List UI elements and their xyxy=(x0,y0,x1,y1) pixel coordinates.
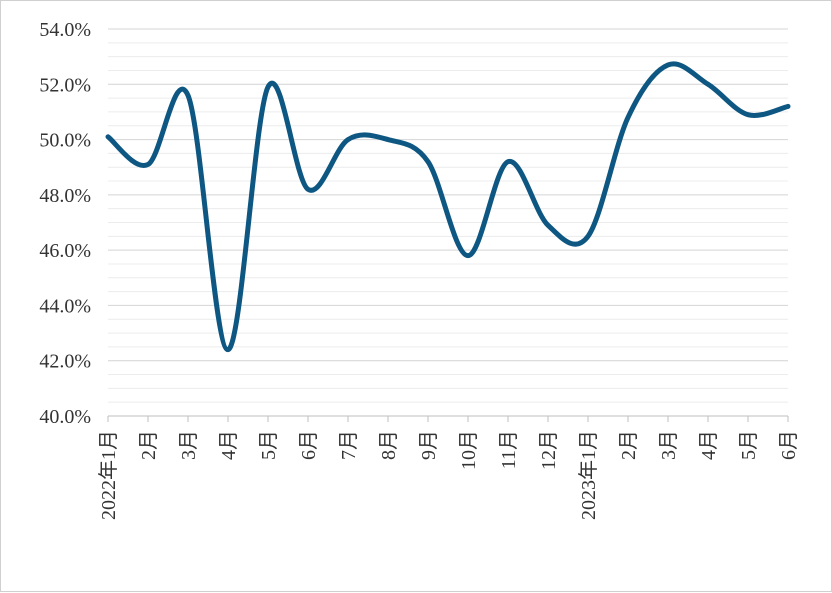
data-point xyxy=(186,93,191,98)
data-point xyxy=(266,85,271,90)
data-point xyxy=(226,347,231,352)
x-tick-label: 6月 xyxy=(778,430,800,460)
data-point xyxy=(626,115,631,120)
y-tick-label: 52.0% xyxy=(39,74,91,96)
data-point xyxy=(106,134,111,139)
x-tick-label: 2022年1月 xyxy=(97,430,120,520)
x-tick-label: 3月 xyxy=(658,430,680,460)
y-tick-label: 54.0% xyxy=(39,19,91,41)
data-point xyxy=(706,82,711,87)
data-point xyxy=(306,187,311,192)
data-point xyxy=(426,159,431,164)
data-point xyxy=(586,234,591,239)
y-tick-label: 44.0% xyxy=(39,295,91,317)
x-tick-label: 4月 xyxy=(218,430,240,460)
data-point xyxy=(386,137,391,142)
data-point xyxy=(546,223,551,228)
data-point xyxy=(146,162,151,167)
y-tick-label: 48.0% xyxy=(39,185,91,207)
x-tick-label: 5月 xyxy=(258,430,280,460)
x-tick-label: 2月 xyxy=(618,430,640,460)
x-tick-label: 10月 xyxy=(458,430,480,470)
x-tick-label: 2月 xyxy=(138,430,160,460)
x-tick-label: 6月 xyxy=(298,430,320,460)
x-tick-label: 4月 xyxy=(698,430,720,460)
x-tick-label: 2023年1月 xyxy=(577,430,600,520)
data-point xyxy=(786,104,791,109)
x-tick-label: 9月 xyxy=(418,430,440,460)
data-point xyxy=(506,159,511,164)
x-tick-label: 7月 xyxy=(338,430,360,460)
data-point xyxy=(346,137,351,142)
y-tick-label: 50.0% xyxy=(39,130,91,152)
x-tick-label: 12月 xyxy=(538,430,560,470)
data-point xyxy=(746,112,751,117)
x-tick-label: 11月 xyxy=(498,430,520,469)
y-tick-label: 46.0% xyxy=(39,240,91,262)
x-tick-label: 5月 xyxy=(738,430,760,460)
x-tick-label: 3月 xyxy=(178,430,200,460)
y-tick-label: 40.0% xyxy=(39,406,91,428)
data-point xyxy=(666,62,671,67)
x-tick-label: 8月 xyxy=(378,430,400,460)
data-point xyxy=(466,253,471,258)
series-line xyxy=(105,61,791,353)
y-tick-label: 42.0% xyxy=(39,351,91,373)
